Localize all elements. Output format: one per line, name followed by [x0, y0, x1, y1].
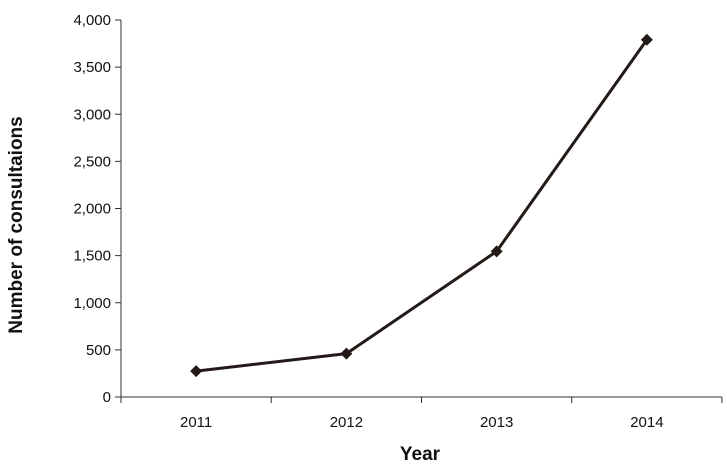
- y-tick-label: 1,500: [73, 248, 111, 265]
- x-tick-label: 2011: [180, 414, 212, 431]
- y-tick-label: 0: [103, 389, 111, 406]
- x-axis-title: Year: [400, 444, 441, 465]
- series-line: [195, 38, 649, 373]
- y-tick-label: 2,000: [73, 201, 111, 218]
- x-tick-label: 2014: [630, 414, 663, 431]
- y-tick-label: 1,000: [73, 295, 111, 312]
- data-point-marker: [640, 33, 653, 46]
- x-tick-label: 2012: [330, 414, 363, 431]
- y-tick-label: 500: [86, 342, 111, 359]
- axes: 0 500 1,000 1,500 2,000 2,500 3,000 3,500 4,000 2…: [73, 12, 723, 431]
- y-axis-title: Number of consultaions: [6, 116, 27, 333]
- x-tick-label: 2013: [480, 414, 513, 431]
- data-point-marker: [490, 245, 503, 258]
- y-tick-label: 4,000: [73, 12, 111, 29]
- series-layer: [190, 33, 653, 378]
- data-point-marker: [190, 365, 203, 378]
- data-point-marker: [340, 347, 353, 360]
- y-tick-label: 3,500: [73, 59, 111, 76]
- y-tick-label: 3,000: [73, 106, 111, 123]
- y-tick-label: 2,500: [73, 153, 111, 170]
